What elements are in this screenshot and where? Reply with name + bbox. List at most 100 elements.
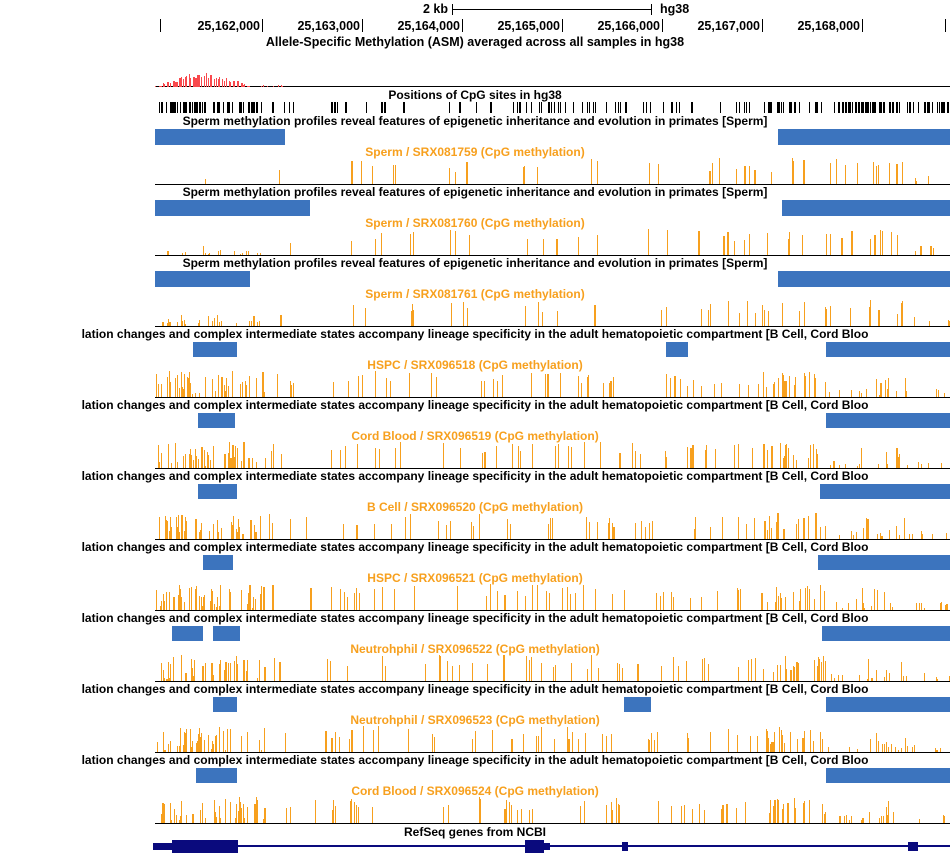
signal-bar <box>348 739 350 752</box>
signal-bar <box>362 375 364 397</box>
signal-bar <box>634 523 636 539</box>
track-cordblood-srx096519[interactable]: lation changes and complex intermediate … <box>0 398 950 469</box>
asm-density-track[interactable] <box>0 70 950 87</box>
track-sperm-srx081760[interactable]: Sperm methylation profiles reveal featur… <box>0 185 950 256</box>
signal-bar <box>258 739 260 752</box>
signal-bar <box>228 455 230 468</box>
signal-bar <box>203 740 205 752</box>
signal-bar <box>817 453 819 468</box>
signal-bar <box>166 250 169 255</box>
cpg-tick <box>204 102 206 113</box>
asm-bar <box>155 86 157 87</box>
signal-bar <box>941 463 943 468</box>
track-sperm-srx081761[interactable]: Sperm methylation profiles reveal featur… <box>0 256 950 327</box>
track-bcell-srx096520[interactable]: lation changes and complex intermediate … <box>0 469 950 540</box>
signal-bar <box>371 165 373 184</box>
signal-bar <box>792 455 794 468</box>
signal-bar <box>648 163 650 184</box>
signal-bar <box>717 590 719 610</box>
track-hspc-srx096518[interactable]: lation changes and complex intermediate … <box>0 327 950 398</box>
track-hspc-srx096521[interactable]: lation changes and complex intermediate … <box>0 540 950 611</box>
signal-bar <box>180 589 182 610</box>
signal-bar <box>868 812 870 823</box>
signal-bar <box>806 586 808 610</box>
signal-bar <box>200 523 202 539</box>
signal-bar <box>481 380 483 397</box>
signal-bar <box>661 665 663 681</box>
signal-bar <box>435 377 437 397</box>
signal-bar <box>829 306 831 326</box>
gene-intron-line <box>153 845 950 847</box>
signal-bar <box>748 384 750 397</box>
signal-bar <box>204 390 206 397</box>
signal-bar <box>510 804 512 823</box>
signal-bar <box>904 377 906 397</box>
signal-bar <box>825 234 827 255</box>
track-region-bars <box>0 271 950 287</box>
track-cordblood-srx096524[interactable]: lation changes and complex intermediate … <box>0 753 950 824</box>
gene-exon <box>525 839 544 853</box>
cpg-tick <box>283 102 285 113</box>
signal-bar <box>161 809 163 823</box>
cpg-tick <box>180 102 182 113</box>
signal-bar <box>162 669 164 681</box>
signal-bar <box>901 302 903 326</box>
track-study-title: Sperm methylation profiles reveal featur… <box>182 256 768 270</box>
signal-bar <box>413 309 415 326</box>
signal-bar <box>225 665 227 681</box>
signal-bar <box>807 516 809 539</box>
signal-bar <box>191 741 193 752</box>
signal-bar <box>530 373 532 397</box>
coordinate-ruler[interactable]: 25,162,000 25,163,000 25,164,000 25,165,… <box>0 19 950 33</box>
signal-bar <box>883 591 885 610</box>
cpg-tick <box>174 102 176 113</box>
cpg-tick <box>839 102 841 113</box>
cpg-tick <box>789 102 791 113</box>
track-sample-label: Sperm / SRX081759 (CpG methylation) <box>365 145 585 159</box>
asm-bar <box>228 81 230 87</box>
coord-label: 25,165,000 <box>497 19 560 33</box>
signal-bar <box>720 808 722 823</box>
signal-bar <box>532 584 534 610</box>
signal-bar <box>927 175 929 184</box>
signal-bar <box>882 815 884 823</box>
signal-bar <box>578 375 580 397</box>
signal-bar <box>356 588 358 610</box>
signal-bar <box>199 392 201 397</box>
track-sperm-srx081759[interactable]: Sperm methylation profiles reveal featur… <box>0 114 950 185</box>
signal-bar <box>906 746 908 752</box>
signal-bar <box>189 448 191 468</box>
signal-bar <box>223 670 225 681</box>
signal-bar <box>788 232 790 255</box>
cpg-tick <box>176 102 178 113</box>
signal-bar <box>599 442 601 468</box>
cpg-sites-track[interactable] <box>0 102 950 113</box>
cpg-tick <box>333 102 336 113</box>
signal-bar <box>162 802 165 823</box>
refseq-gene-track[interactable] <box>0 839 950 854</box>
track-neutrophil-srx096522[interactable]: lation changes and complex intermediate … <box>0 611 950 682</box>
signal-bar <box>211 589 213 610</box>
track-region-bars <box>0 413 950 428</box>
signal-bar <box>945 532 947 539</box>
signal-bar <box>557 311 559 326</box>
signal-bar <box>212 742 214 752</box>
signal-bar <box>632 442 634 468</box>
methylation-signal <box>0 726 950 752</box>
cpg-tick <box>188 102 191 113</box>
track-neutrophil-srx096523[interactable]: lation changes and complex intermediate … <box>0 682 950 753</box>
signal-bar <box>167 661 169 681</box>
signal-bar <box>787 448 789 468</box>
signal-bar <box>594 588 596 610</box>
track-region-bars <box>0 697 950 712</box>
signal-bar <box>177 746 179 752</box>
signal-bar <box>826 308 828 326</box>
signal-bar <box>159 517 161 539</box>
signal-bar <box>254 525 256 539</box>
signal-bar <box>449 168 451 184</box>
signal-bar <box>487 667 489 681</box>
cpg-tick <box>564 102 566 113</box>
cpg-tick <box>595 102 597 113</box>
signal-bar <box>259 594 261 610</box>
signal-bar <box>784 445 787 468</box>
